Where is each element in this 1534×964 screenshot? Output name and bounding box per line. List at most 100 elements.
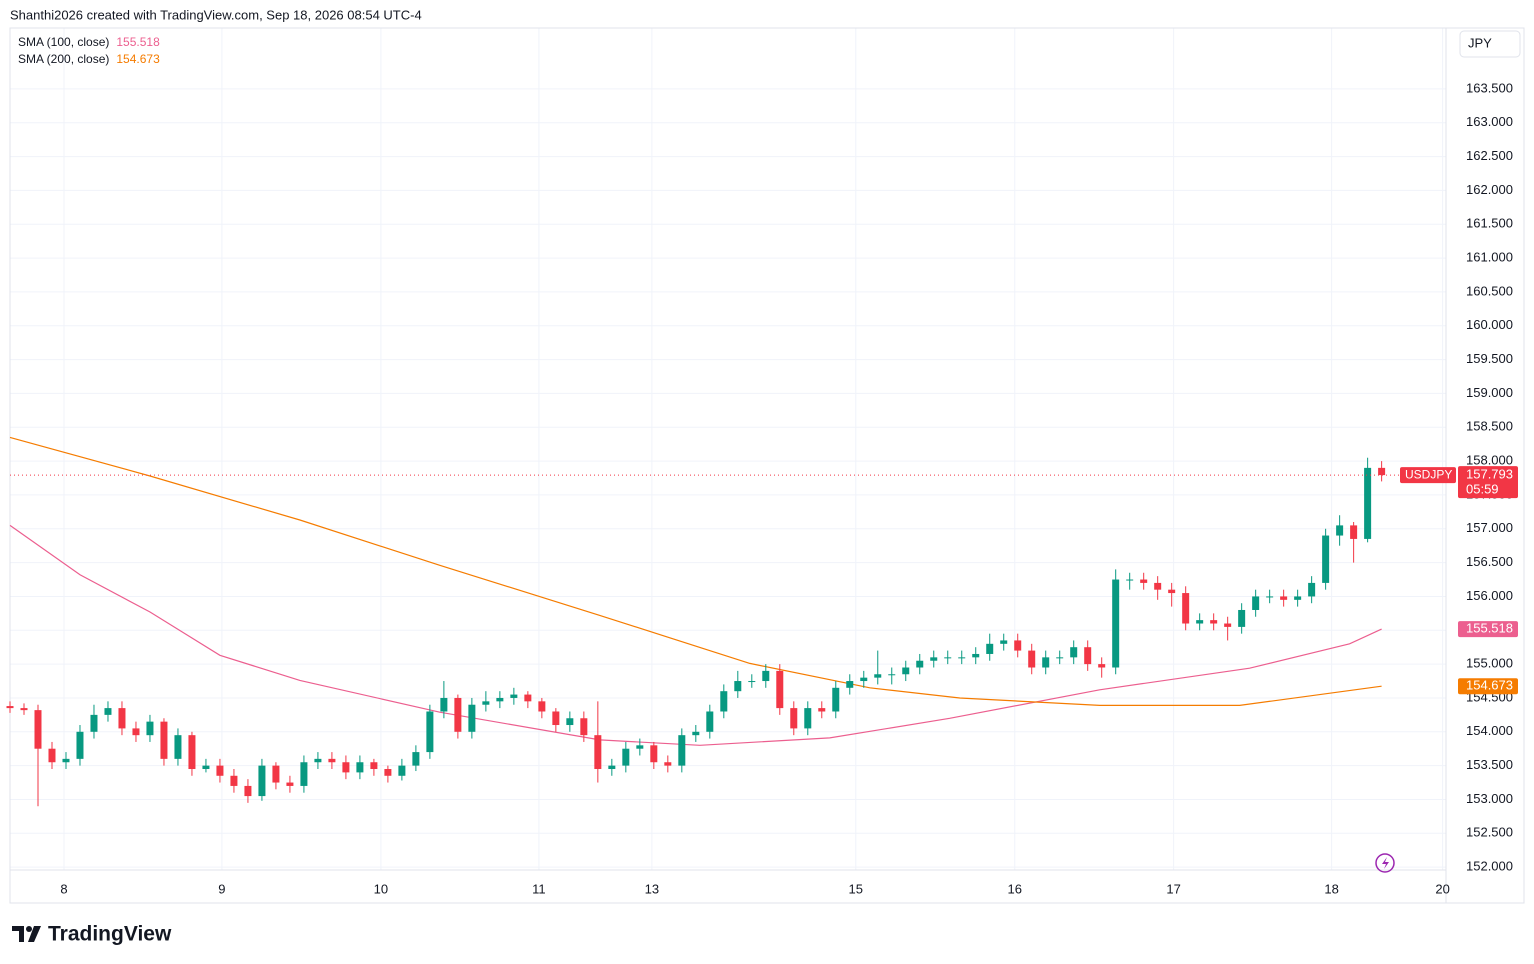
candle-body	[328, 758, 336, 763]
candle-body	[230, 775, 238, 786]
y-tick-label: 156.000	[1466, 588, 1513, 603]
legend-name: SMA (200, close)	[18, 52, 109, 66]
candle-body	[566, 718, 574, 726]
candle-body	[426, 711, 434, 753]
currency[interactable]: JPY	[1468, 35, 1492, 50]
candle-body	[706, 711, 714, 732]
legend-value: 155.518	[116, 35, 160, 49]
candle-body	[748, 681, 756, 683]
y-tick-label: 162.000	[1466, 182, 1513, 197]
candle-body	[524, 694, 532, 702]
candle-body	[650, 745, 658, 763]
candle-body	[594, 735, 602, 770]
candle-body	[496, 697, 504, 702]
candle-body	[1028, 650, 1036, 668]
candle-body	[468, 704, 476, 732]
candle-body	[958, 657, 966, 659]
candle-body	[944, 657, 952, 659]
y-tick-label: 159.000	[1466, 385, 1513, 400]
x-tick-label: 20	[1435, 881, 1449, 896]
candle-body	[356, 762, 364, 773]
candle-body	[804, 708, 812, 729]
candle-body	[1350, 525, 1358, 539]
candle-body	[216, 765, 224, 776]
candle-body	[552, 711, 560, 726]
y-tick-label: 153.500	[1466, 757, 1513, 772]
y-tick-label: 154.000	[1466, 723, 1513, 738]
candle-body	[1266, 596, 1274, 598]
candle-body	[90, 714, 98, 732]
candle-body	[1126, 579, 1134, 581]
legend-value: 154.673	[116, 52, 160, 66]
candle-body	[1308, 582, 1316, 597]
candle-body	[1154, 582, 1162, 590]
logo-icon	[12, 926, 41, 942]
y-tick-label: 163.000	[1466, 114, 1513, 129]
x-tick-label: 15	[849, 881, 863, 896]
candle-body	[314, 758, 322, 763]
candle-body	[888, 674, 896, 676]
symbol-badge	[1400, 467, 1456, 484]
y-tick-label: 153.000	[1466, 791, 1513, 806]
candle-body	[272, 765, 280, 783]
candle-body	[874, 674, 882, 678]
replay-icon[interactable]	[1375, 853, 1395, 873]
currency-box[interactable]	[1459, 30, 1521, 58]
candle-body	[1196, 620, 1204, 624]
candle-body	[580, 718, 588, 736]
candle-body	[916, 660, 924, 668]
candle-body	[398, 765, 406, 776]
symbol-label: USDJPY	[1405, 467, 1452, 481]
x-tick-label: 16	[1008, 881, 1022, 896]
candle-body	[608, 765, 616, 770]
y-tick-label: 161.500	[1466, 216, 1513, 231]
countdown: 05:59	[1466, 482, 1499, 497]
candle-body	[1210, 620, 1218, 624]
candle-body	[286, 782, 294, 786]
candle-body	[1364, 467, 1372, 539]
x-tick-label: 10	[374, 881, 388, 896]
candle-body	[6, 706, 14, 709]
y-tick-label: 152.500	[1466, 825, 1513, 840]
candle-body	[104, 708, 112, 715]
candle-body	[1294, 596, 1302, 600]
candle-body	[636, 745, 644, 749]
candle-body	[454, 697, 462, 732]
candle-body	[692, 731, 700, 736]
candle-body	[1378, 467, 1386, 476]
y-tick-label: 160.000	[1466, 317, 1513, 332]
candle-body	[34, 710, 42, 749]
candle-body	[188, 735, 196, 770]
y-tick-label: 163.500	[1466, 80, 1513, 95]
y-tick-label: 162.500	[1466, 148, 1513, 163]
x-tick-label: 11	[532, 881, 546, 896]
sma-line	[9, 436, 1382, 706]
candle-body	[118, 708, 126, 729]
x-tick-label: 18	[1324, 881, 1338, 896]
sma-badge	[1458, 678, 1518, 695]
candle-body	[1000, 640, 1008, 644]
y-tick-label: 156.500	[1466, 554, 1513, 569]
y-tick-label: 160.500	[1466, 283, 1513, 298]
candle-body	[1140, 579, 1148, 583]
candle-body	[860, 677, 868, 682]
candle-body	[1224, 623, 1232, 627]
candle-body	[132, 728, 140, 736]
x-tick-label: 9	[218, 881, 225, 896]
last-price: 157.793	[1466, 467, 1513, 482]
candle-body	[930, 657, 938, 661]
candle-body	[762, 670, 770, 682]
y-tick-label: 157.000	[1466, 520, 1513, 535]
x-tick-label: 8	[60, 881, 67, 896]
logo: TradingView	[48, 923, 172, 946]
candle-body	[244, 785, 252, 797]
candle-body	[1014, 640, 1022, 651]
candle-body	[720, 691, 728, 712]
candle-body	[986, 643, 994, 654]
candle-body	[818, 708, 826, 712]
sma-axis-value: 154.673	[1466, 678, 1513, 693]
candle-body	[412, 752, 420, 766]
candle-body	[1070, 647, 1078, 658]
